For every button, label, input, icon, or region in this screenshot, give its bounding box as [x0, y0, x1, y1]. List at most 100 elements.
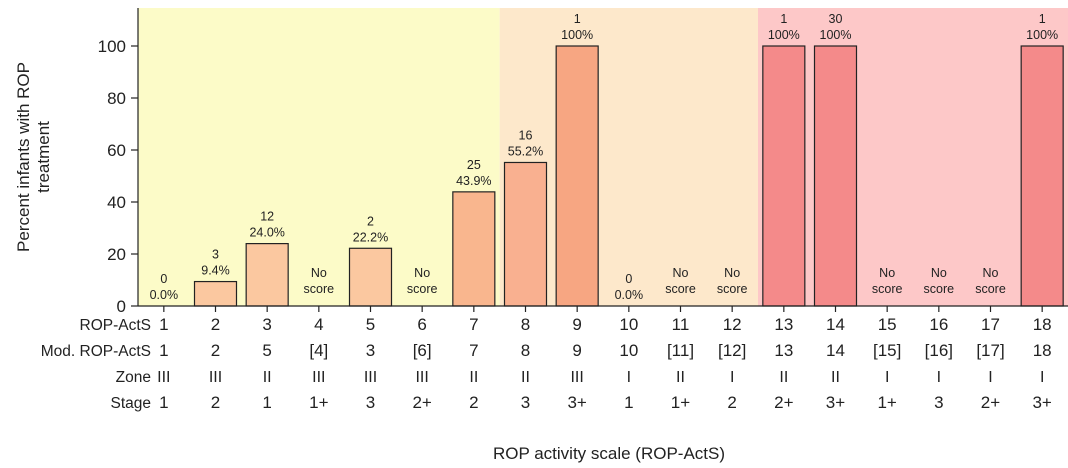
bar-percent-label: 100%: [561, 28, 593, 42]
row-value: 15: [878, 315, 897, 334]
row-value: 2+: [774, 393, 793, 412]
row-value: I: [988, 369, 992, 386]
no-score-label-line-1: No: [983, 266, 999, 280]
row-value: II: [521, 369, 530, 386]
row-value: 2: [211, 393, 220, 412]
row-value: 1: [624, 393, 633, 412]
bar-5: [348, 247, 393, 307]
y-axis-title-line-2: treatment: [34, 121, 53, 193]
row-value: II: [676, 369, 685, 386]
row-value: 12: [723, 315, 742, 334]
bar-count-label: 1: [780, 12, 787, 26]
bar-percent-label: 55.2%: [508, 144, 543, 158]
bar-percent-label: 9.4%: [201, 264, 230, 278]
bar-percent-label: 100%: [820, 28, 852, 42]
row-value: 14: [826, 341, 845, 360]
row-label-mod-rop-acts: Mod. ROP-ActS: [41, 343, 151, 360]
no-score-label-line-2: score: [304, 282, 335, 296]
row-value: [12]: [718, 341, 746, 360]
x-axis-title: ROP activity scale (ROP-ActS): [493, 444, 725, 463]
bar-series: [193, 45, 1064, 307]
bar-count-label: 25: [467, 158, 481, 172]
row-value: 2+: [412, 393, 431, 412]
row-value: 9: [572, 315, 581, 334]
no-score-label-line-2: score: [407, 282, 438, 296]
bar-3: [245, 243, 289, 307]
row-label-zone: Zone: [116, 369, 151, 386]
row-value: 6: [417, 315, 426, 334]
row-value: 1+: [309, 393, 328, 412]
y-tick-label: 80: [107, 89, 126, 108]
row-value: 2: [727, 393, 736, 412]
row-value: 8: [521, 341, 530, 360]
background-band-1: [138, 8, 500, 306]
row-value: 1+: [671, 393, 690, 412]
row-value: 10: [619, 341, 638, 360]
row-value: 10: [619, 315, 638, 334]
row-value: [15]: [873, 341, 901, 360]
bar-percent-label: 24.0%: [249, 226, 284, 240]
row-value: 1: [159, 341, 168, 360]
row-value: 13: [774, 315, 793, 334]
no-score-label-line-2: score: [924, 282, 955, 296]
row-value: 3: [366, 393, 375, 412]
row-value: III: [209, 369, 222, 386]
row-value: 18: [1033, 341, 1052, 360]
bar-count-label: 3: [212, 248, 219, 262]
row-value: 2: [211, 315, 220, 334]
row-value: III: [415, 369, 428, 386]
axes: [137, 8, 1068, 307]
row-value: 3: [934, 393, 943, 412]
bar-9: [555, 45, 599, 307]
row-value: 2+: [981, 393, 1000, 412]
row-value: 9: [572, 341, 581, 360]
no-score-label-line-2: score: [665, 282, 696, 296]
row-value: [11]: [667, 341, 694, 360]
row-value: 3+: [826, 393, 845, 412]
row-value: 17: [981, 315, 1000, 334]
row-value: 1+: [877, 393, 896, 412]
bar-count-label: 12: [260, 210, 274, 224]
row-value: III: [570, 369, 583, 386]
row-value: 16: [929, 315, 948, 334]
bar-8: [503, 161, 548, 307]
bar-18: [1020, 45, 1064, 307]
row-value: [6]: [413, 341, 432, 360]
bar-count-label: 1: [574, 12, 581, 26]
row-value: I: [937, 369, 941, 386]
bar-count-label: 2: [367, 214, 374, 228]
row-value: 3+: [567, 393, 586, 412]
x-axis-category-rows: ROP-ActS 1 2 3 4 5 6 7 8 9 10 11 12 13 14 15 16 17 18Mod. …: [41, 315, 1052, 412]
bar-percent-label: 0.0%: [615, 288, 644, 302]
bar-count-label: 1: [1039, 12, 1046, 26]
row-value: 7: [469, 315, 478, 334]
bar-percent-label: 43.9%: [456, 174, 491, 188]
bar-percent-label: 0.0%: [150, 288, 179, 302]
y-tick-label: 60: [107, 141, 126, 160]
row-value: 5: [366, 315, 375, 334]
no-score-label-line-1: No: [931, 266, 947, 280]
row-value: I: [885, 369, 889, 386]
row-value: 1: [159, 393, 168, 412]
row-value: 3+: [1032, 393, 1051, 412]
bar-count-label: 30: [829, 12, 843, 26]
background-bands: [138, 8, 1068, 306]
row-value: 2: [469, 393, 478, 412]
row-value: 7: [469, 341, 478, 360]
bar-count-label: 0: [160, 272, 167, 286]
row-value: 1: [159, 315, 168, 334]
bar-count-label: 16: [519, 128, 533, 142]
row-value: I: [1040, 369, 1044, 386]
y-tick-label: 0: [117, 297, 126, 316]
row-value: I: [627, 369, 631, 386]
bar-count-label: 0: [625, 272, 632, 286]
row-value: 11: [672, 315, 690, 334]
row-value: 1: [262, 393, 271, 412]
row-value: [16]: [925, 341, 953, 360]
no-score-label-line-2: score: [975, 282, 1006, 296]
no-score-label-line-1: No: [414, 266, 430, 280]
row-value: II: [469, 369, 478, 386]
no-score-label-line-2: score: [717, 282, 748, 296]
bar-data-labels: 0.0% 0 9.4% 3 24.0% 12 No score 22.2% 2 No score 43.…: [150, 12, 1059, 302]
